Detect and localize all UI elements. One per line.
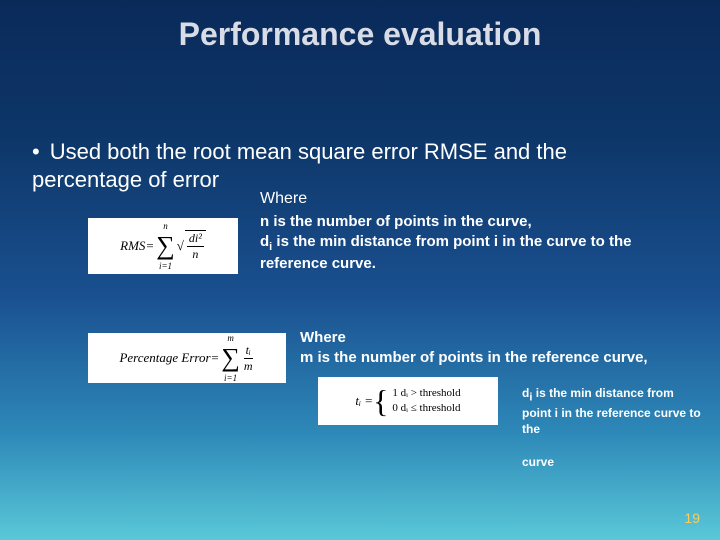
slide-title: Performance evaluation <box>0 0 720 53</box>
sigma-lower: i=1 <box>159 261 172 271</box>
desc1-rest: is the min distance from point i in the … <box>260 233 631 272</box>
formula-eq: = <box>145 238 154 254</box>
where-label-2: Where m is the number of points in the r… <box>300 328 700 367</box>
rmse-description: n is the number of points in the curve, … <box>260 212 640 273</box>
frac-den: n <box>190 247 200 262</box>
bullet-dot: • <box>32 138 40 166</box>
frac-num: di² <box>187 231 204 247</box>
threshold-formula: tᵢ = { 1 dᵢ > threshold 0 dᵢ ≤ threshold <box>318 377 498 425</box>
where2-line: m is the number of points in the referen… <box>300 349 648 366</box>
sigma-icon: ∑ n i=1 <box>156 231 175 261</box>
sqrt-body: di² n <box>185 230 206 262</box>
formula-lhs: RMS <box>120 238 145 254</box>
case2: 0 dᵢ ≤ threshold <box>392 401 460 416</box>
where-label-1: Where <box>260 190 307 208</box>
slide: Performance evaluation •Used both the ro… <box>0 0 720 540</box>
sigma-upper: n <box>163 221 168 231</box>
sigma-icon-2: ∑ m i=1 <box>221 343 240 373</box>
cases: 1 dᵢ > threshold 0 dᵢ ≤ threshold <box>392 386 460 417</box>
rmse-formula: RMS = ∑ n i=1 √ di² n <box>88 218 238 274</box>
where2-label: Where <box>300 329 346 346</box>
sigma2-upper: m <box>227 333 234 343</box>
brace-icon: { <box>373 383 388 420</box>
sigma2-lower: i=1 <box>224 373 237 383</box>
bullet-item: •Used both the root mean square error RM… <box>32 138 682 193</box>
threshold-description: di is the min distance from point i in t… <box>522 385 702 470</box>
frac2-num: tᵢ <box>244 343 253 359</box>
formula3-lhs: tᵢ = <box>355 393 373 409</box>
desc3-curve: curve <box>522 455 554 469</box>
formula2-lhs: Percentage Error <box>119 350 210 366</box>
desc1-line1: n is the number of points in the curve, <box>260 213 532 230</box>
desc3-rest: is the min distance from point i in the … <box>522 386 701 436</box>
percentage-error-formula: Percentage Error = ∑ m i=1 tᵢ m <box>88 333 286 383</box>
sqrt-icon: √ <box>177 238 184 254</box>
formula2-eq: = <box>211 350 220 366</box>
case1: 1 dᵢ > threshold <box>392 386 460 401</box>
frac2-den: m <box>242 359 255 374</box>
page-number: 19 <box>684 510 700 526</box>
desc1-d: d <box>260 233 269 250</box>
bullet-text: Used both the root mean square error RMS… <box>32 139 567 192</box>
